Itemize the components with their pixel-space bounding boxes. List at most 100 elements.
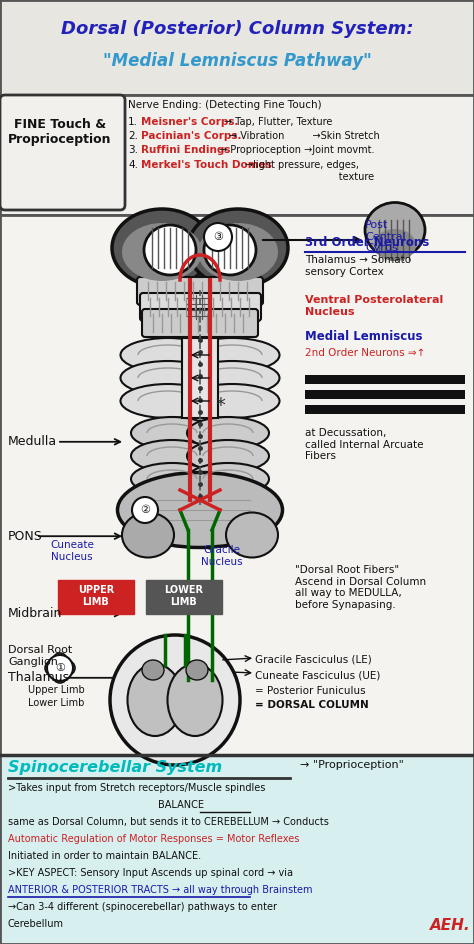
Text: 3.: 3. bbox=[128, 145, 138, 155]
Text: Gracile
Nucleus: Gracile Nucleus bbox=[201, 545, 243, 566]
Ellipse shape bbox=[131, 463, 213, 495]
Ellipse shape bbox=[184, 338, 280, 372]
Ellipse shape bbox=[188, 209, 288, 287]
Circle shape bbox=[110, 635, 240, 765]
Text: >Takes input from Stretch receptors/Muscle spindles: >Takes input from Stretch receptors/Musc… bbox=[8, 783, 265, 793]
Ellipse shape bbox=[187, 417, 269, 449]
Text: Ruffini Endings: Ruffini Endings bbox=[141, 145, 230, 155]
Text: Automatic Regulation of Motor Responses = Motor Reflexes: Automatic Regulation of Motor Responses … bbox=[8, 834, 300, 844]
Text: ②: ② bbox=[140, 505, 150, 515]
Text: 3rd Order Neurons: 3rd Order Neurons bbox=[305, 236, 429, 249]
Circle shape bbox=[45, 661, 59, 675]
Text: PONS: PONS bbox=[8, 530, 43, 543]
FancyBboxPatch shape bbox=[0, 95, 125, 210]
Text: →Can 3-4 different (spinocerebellar) pathways to enter: →Can 3-4 different (spinocerebellar) pat… bbox=[8, 902, 277, 912]
Bar bbox=[0, 755, 474, 944]
Ellipse shape bbox=[374, 229, 416, 261]
Bar bbox=[305, 375, 465, 384]
Text: Post
Central
Gyrus: Post Central Gyrus bbox=[365, 220, 406, 253]
FancyBboxPatch shape bbox=[142, 309, 258, 337]
Text: Cerebellum: Cerebellum bbox=[8, 919, 64, 929]
Text: Lower Limb: Lower Limb bbox=[28, 698, 84, 708]
Text: Merkel's Touch Domes: Merkel's Touch Domes bbox=[141, 160, 272, 170]
Text: same as Dorsal Column, but sends it to CEREBELLUM → Conducts: same as Dorsal Column, but sends it to C… bbox=[8, 817, 329, 827]
Bar bbox=[305, 390, 465, 399]
Text: 4.: 4. bbox=[128, 160, 138, 170]
Ellipse shape bbox=[187, 440, 269, 472]
Text: Medial Lemniscus: Medial Lemniscus bbox=[305, 330, 422, 343]
Ellipse shape bbox=[118, 473, 283, 548]
Text: Cuneate
Nucleus: Cuneate Nucleus bbox=[50, 540, 94, 562]
FancyBboxPatch shape bbox=[140, 293, 261, 321]
Ellipse shape bbox=[120, 361, 216, 395]
Bar bbox=[0, 0, 474, 95]
Bar bbox=[0, 215, 474, 755]
Text: Nerve Ending: (Detecting Fine Touch): Nerve Ending: (Detecting Fine Touch) bbox=[128, 100, 322, 110]
Ellipse shape bbox=[122, 223, 202, 281]
Circle shape bbox=[53, 669, 67, 683]
Bar bbox=[182, 338, 218, 418]
Text: = DORSAL COLUMN: = DORSAL COLUMN bbox=[255, 700, 369, 710]
Text: Medulla: Medulla bbox=[8, 435, 57, 448]
Circle shape bbox=[204, 223, 232, 251]
Text: >KEY ASPECT: Sensory Input Ascends up spinal cord → via: >KEY ASPECT: Sensory Input Ascends up sp… bbox=[8, 868, 293, 878]
Ellipse shape bbox=[184, 384, 280, 418]
Text: → Vibration         →Skin Stretch: → Vibration →Skin Stretch bbox=[229, 131, 380, 141]
Text: Upper Limb: Upper Limb bbox=[28, 685, 85, 695]
Ellipse shape bbox=[187, 463, 269, 495]
Text: → Proprioception →Joint movmt.: → Proprioception →Joint movmt. bbox=[219, 145, 374, 155]
Ellipse shape bbox=[131, 440, 213, 472]
Text: Midbrain: Midbrain bbox=[8, 607, 63, 620]
Ellipse shape bbox=[131, 417, 213, 449]
Circle shape bbox=[47, 655, 73, 681]
FancyBboxPatch shape bbox=[137, 277, 263, 305]
Text: FINE Touch &
Proprioception: FINE Touch & Proprioception bbox=[8, 118, 112, 146]
Text: → Tap, Flutter, Texture: → Tap, Flutter, Texture bbox=[224, 117, 333, 127]
Text: Dorsal Root
Ganglion: Dorsal Root Ganglion bbox=[8, 645, 72, 666]
Ellipse shape bbox=[142, 660, 164, 680]
Text: Pacinian's Corps.: Pacinian's Corps. bbox=[141, 131, 241, 141]
Ellipse shape bbox=[128, 664, 182, 736]
Text: UPPER
LIMB: UPPER LIMB bbox=[78, 585, 114, 607]
Ellipse shape bbox=[112, 209, 212, 287]
Text: LOWER
LIMB: LOWER LIMB bbox=[164, 585, 203, 607]
Text: Spinocerebellar System: Spinocerebellar System bbox=[8, 760, 222, 775]
Ellipse shape bbox=[365, 203, 425, 258]
Text: Initiated in order to maintain BALANCE.: Initiated in order to maintain BALANCE. bbox=[8, 851, 201, 861]
Ellipse shape bbox=[184, 361, 280, 395]
Ellipse shape bbox=[167, 664, 222, 736]
Text: BALANCE: BALANCE bbox=[8, 800, 204, 810]
Text: Dorsal (Posterior) Column System:: Dorsal (Posterior) Column System: bbox=[61, 20, 413, 38]
Text: Thalamus: Thalamus bbox=[8, 671, 69, 684]
Text: AEH.: AEH. bbox=[430, 918, 471, 933]
Text: ①: ① bbox=[55, 663, 65, 673]
Ellipse shape bbox=[122, 513, 174, 558]
Text: = Posterior Funiculus: = Posterior Funiculus bbox=[255, 686, 365, 696]
Ellipse shape bbox=[226, 513, 278, 558]
Ellipse shape bbox=[198, 223, 278, 281]
Text: 2nd Order Neurons ⇒↑: 2nd Order Neurons ⇒↑ bbox=[305, 348, 425, 358]
Text: at Decussation,
called Internal Arcuate
Fibers: at Decussation, called Internal Arcuate … bbox=[305, 428, 423, 462]
Text: Ventral Posterolateral
Nucleus: Ventral Posterolateral Nucleus bbox=[305, 295, 443, 316]
FancyBboxPatch shape bbox=[146, 580, 222, 614]
Text: Gracile Fasciculus (LE): Gracile Fasciculus (LE) bbox=[255, 655, 372, 665]
Ellipse shape bbox=[120, 338, 216, 372]
Text: →light pressure, edges,
                              texture: →light pressure, edges, texture bbox=[245, 160, 374, 181]
Ellipse shape bbox=[204, 225, 256, 275]
Ellipse shape bbox=[144, 225, 196, 275]
Ellipse shape bbox=[120, 384, 216, 418]
Text: "Dorsal Root Fibers"
Ascend in Dorsal Column
all way to MEDULLA,
before Synapasi: "Dorsal Root Fibers" Ascend in Dorsal Co… bbox=[295, 565, 426, 610]
FancyBboxPatch shape bbox=[58, 580, 134, 614]
Bar bbox=[305, 405, 465, 414]
Circle shape bbox=[132, 497, 158, 523]
Text: ANTERIOR & POSTERIOR TRACTS → all way through Brainstem: ANTERIOR & POSTERIOR TRACTS → all way th… bbox=[8, 885, 312, 895]
Text: ③: ③ bbox=[213, 232, 223, 242]
Ellipse shape bbox=[186, 660, 208, 680]
Circle shape bbox=[61, 661, 75, 675]
Text: Meisner's Corps.: Meisner's Corps. bbox=[141, 117, 238, 127]
Text: "Medial Lemniscus Pathway": "Medial Lemniscus Pathway" bbox=[103, 52, 371, 70]
Text: Thalamus → Somato
sensory Cortex: Thalamus → Somato sensory Cortex bbox=[305, 255, 411, 277]
Bar bbox=[0, 95, 474, 215]
Text: *: * bbox=[215, 396, 225, 414]
Text: 2.: 2. bbox=[128, 131, 138, 141]
